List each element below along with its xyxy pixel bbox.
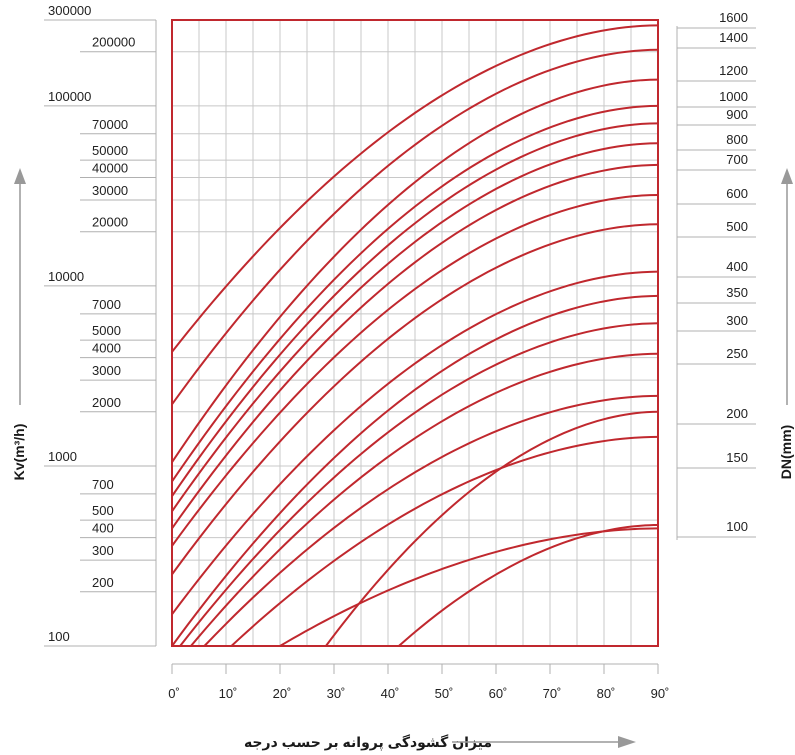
x-tick-label: 30˚ <box>327 686 346 701</box>
kv-tick-label: 700 <box>92 477 114 492</box>
x-tick-label: 20˚ <box>273 686 292 701</box>
kv-tick-label: 1000 <box>48 449 77 464</box>
dn-tick-label: 900 <box>726 107 748 122</box>
x-tick-label: 50˚ <box>435 686 454 701</box>
dn-tick-label: 500 <box>726 219 748 234</box>
x-tick-label: 10˚ <box>219 686 238 701</box>
kv-tick-label: 200000 <box>92 35 135 50</box>
curve-dn-350 <box>171 294 659 647</box>
curve-dn-1200 <box>171 78 659 463</box>
x-axis-title: میزان گشودگی پروانه بر حسب درجه <box>244 734 492 751</box>
right-arrow-icon <box>618 736 636 748</box>
kv-tick-label: 50000 <box>92 143 128 158</box>
kv-tick-label: 100 <box>48 629 70 644</box>
kv-tick-label: 200 <box>92 575 114 590</box>
curve-dn-500 <box>171 223 659 575</box>
kv-tick-label: 5000 <box>92 323 121 338</box>
kv-tick-label: 4000 <box>92 341 121 356</box>
kv-tick-label: 3000 <box>92 363 121 378</box>
kv-tick-label: 40000 <box>92 161 128 176</box>
dn-tick-label: 350 <box>726 285 748 300</box>
curve-dn-400 <box>171 270 659 615</box>
kv-tick-label: 10000 <box>48 269 84 284</box>
dn-tick-label: 800 <box>726 132 748 147</box>
kv-tick-label: 30000 <box>92 183 128 198</box>
dn-axis-title: DN(mm) <box>778 425 794 479</box>
plot-frame <box>171 19 659 647</box>
dn-tick-label: 250 <box>726 346 748 361</box>
curve-dn-250 <box>190 352 659 647</box>
curves <box>171 24 659 647</box>
kv-tick-label: 7000 <box>92 297 121 312</box>
curve-dn-200 <box>203 394 659 647</box>
up-arrow-icon <box>14 168 26 184</box>
up-arrow-icon <box>781 168 793 184</box>
kv-tick-label: 500 <box>92 503 114 518</box>
kv-tick-label: 70000 <box>92 117 128 132</box>
kv-tick-label: 100000 <box>48 89 91 104</box>
curve-dn-900 <box>171 122 659 497</box>
dn-tick-label: 300 <box>726 313 748 328</box>
curve-dn-1000 <box>171 104 659 483</box>
dn-tick-label: 1000 <box>719 89 748 104</box>
dn-tick-label: 100 <box>726 519 748 534</box>
dn-tick-label: 600 <box>726 186 748 201</box>
dn-tick-label: 1200 <box>719 63 748 78</box>
curve-dn-1600 <box>171 24 659 353</box>
curve-dn-600 <box>171 193 659 547</box>
x-tick-label: 80˚ <box>597 686 616 701</box>
kv-tick-label: 300000 <box>48 3 91 18</box>
curve-extra-0 <box>325 410 659 647</box>
x-tick-label: 70˚ <box>543 686 562 701</box>
kv-tick-label: 300 <box>92 543 114 558</box>
dn-tick-label: 200 <box>726 406 748 421</box>
curve-extra-1 <box>398 524 659 647</box>
dn-tick-label: 700 <box>726 152 748 167</box>
curve-dn-700 <box>171 163 659 529</box>
dn-tick-label: 1600 <box>719 10 748 25</box>
curve-dn-1400 <box>171 48 659 405</box>
x-tick-label: 90˚ <box>651 686 670 701</box>
dn-scale: 1600 1400 1200 1000 900 800 700 600 500 400 350 300… <box>676 10 756 540</box>
dn-tick-label: 150 <box>726 450 748 465</box>
x-tick-label: 40˚ <box>381 686 400 701</box>
kv-tick-label: 2000 <box>92 395 121 410</box>
y-axis-title: Kv(m³/h) <box>11 424 27 481</box>
dn-tick-label: 400 <box>726 259 748 274</box>
curve-dn-800 <box>171 142 659 512</box>
kv-tick-label: 20000 <box>92 215 128 230</box>
curve-dn-150 <box>230 435 659 647</box>
dn-tick-label: 1400 <box>719 30 748 45</box>
grid <box>171 20 659 646</box>
x-tick-label: 0˚ <box>168 686 180 701</box>
x-axis: 0˚ 10˚ 20˚ 30˚ 40˚ 50˚ 60˚ 70˚ 80˚ 90˚ <box>168 663 670 701</box>
curve-dn-300 <box>179 322 659 647</box>
kv-tick-label: 400 <box>92 521 114 536</box>
x-tick-label: 60˚ <box>489 686 508 701</box>
